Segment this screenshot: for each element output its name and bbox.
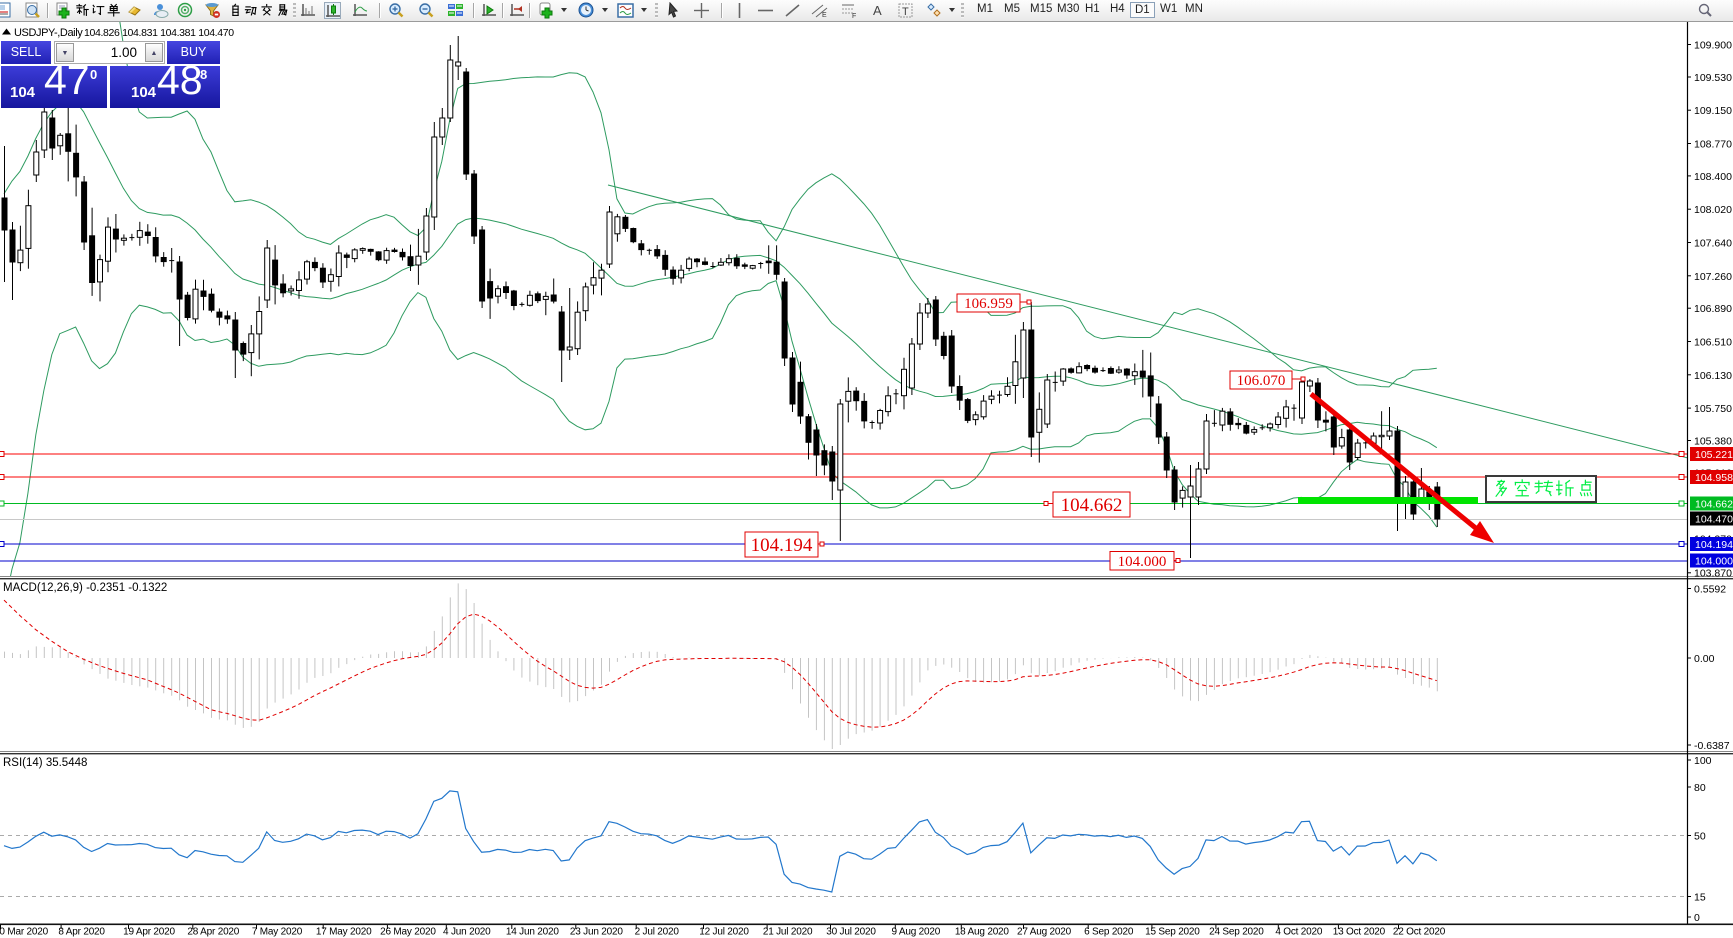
svg-text:106.959: 106.959 xyxy=(964,296,1013,312)
svg-text:4 Jun 2020: 4 Jun 2020 xyxy=(443,927,491,938)
svg-text:14 Jun 2020: 14 Jun 2020 xyxy=(506,927,559,938)
svg-text:15 Sep 2020: 15 Sep 2020 xyxy=(1145,927,1200,938)
svg-text:104.194: 104.194 xyxy=(1695,539,1733,551)
svg-text:9 Aug 2020: 9 Aug 2020 xyxy=(891,927,940,938)
svg-text:8 Apr 2020: 8 Apr 2020 xyxy=(58,927,105,938)
svg-text:30 Jul 2020: 30 Jul 2020 xyxy=(826,927,876,938)
svg-text:105.221: 105.221 xyxy=(1695,449,1733,461)
svg-text:50: 50 xyxy=(1694,831,1706,843)
svg-text:106.070: 106.070 xyxy=(1237,373,1286,389)
svg-text:109.150: 109.150 xyxy=(1694,105,1732,117)
svg-text:108.400: 108.400 xyxy=(1694,171,1732,183)
svg-text:28 Apr 2020: 28 Apr 2020 xyxy=(187,927,239,938)
svg-text:104.826 104.831 104.381 104.47: 104.826 104.831 104.381 104.470 xyxy=(84,27,234,39)
svg-text:0: 0 xyxy=(1694,912,1700,924)
svg-text:E: E xyxy=(822,12,827,19)
svg-text:104.000: 104.000 xyxy=(1695,555,1733,567)
svg-text:17 May 2020: 17 May 2020 xyxy=(316,927,372,938)
svg-text:106.890: 106.890 xyxy=(1694,303,1732,315)
svg-text:A: A xyxy=(873,3,882,18)
svg-text:19 Apr 2020: 19 Apr 2020 xyxy=(123,927,175,938)
svg-text:104.194: 104.194 xyxy=(751,535,813,556)
svg-text:24 Sep 2020: 24 Sep 2020 xyxy=(1209,927,1264,938)
svg-text:-0.6387: -0.6387 xyxy=(1694,740,1730,752)
svg-text:18 Aug 2020: 18 Aug 2020 xyxy=(955,927,1010,938)
svg-text:103.870: 103.870 xyxy=(1694,568,1732,580)
svg-text:104.662: 104.662 xyxy=(1695,498,1733,510)
svg-text:2 Jul 2020: 2 Jul 2020 xyxy=(635,927,680,938)
svg-text:USDJPY-,Daily: USDJPY-,Daily xyxy=(14,27,83,39)
svg-text:80: 80 xyxy=(1694,782,1706,794)
svg-text:106.510: 106.510 xyxy=(1694,337,1732,349)
svg-text:107.640: 107.640 xyxy=(1694,238,1732,250)
svg-text:104.000: 104.000 xyxy=(1118,554,1167,570)
svg-text:RSI(14) 35.5448: RSI(14) 35.5448 xyxy=(3,757,87,769)
svg-text:109.530: 109.530 xyxy=(1694,72,1732,84)
svg-text:108.770: 108.770 xyxy=(1694,139,1732,151)
svg-text:15: 15 xyxy=(1694,892,1706,904)
svg-text:104.958: 104.958 xyxy=(1695,472,1733,484)
svg-text:7 May 2020: 7 May 2020 xyxy=(252,927,303,938)
svg-text:12 Jul 2020: 12 Jul 2020 xyxy=(699,927,749,938)
svg-text:0.5592: 0.5592 xyxy=(1694,584,1726,596)
svg-text:22 Oct 2020: 22 Oct 2020 xyxy=(1393,927,1446,938)
svg-text:MACD(12,26,9) -0.2351 -0.1322: MACD(12,26,9) -0.2351 -0.1322 xyxy=(3,582,167,594)
svg-text:108.020: 108.020 xyxy=(1694,204,1732,216)
svg-text:6 Sep 2020: 6 Sep 2020 xyxy=(1084,927,1134,938)
svg-text:100: 100 xyxy=(1694,755,1712,767)
svg-text:105.380: 105.380 xyxy=(1694,436,1732,448)
svg-text:13 Oct 2020: 13 Oct 2020 xyxy=(1333,927,1386,938)
svg-text:107.260: 107.260 xyxy=(1694,271,1732,283)
svg-text:T: T xyxy=(902,6,909,18)
svg-text:F: F xyxy=(852,13,856,19)
svg-text:30 Mar 2020: 30 Mar 2020 xyxy=(0,927,49,938)
svg-text:109.900: 109.900 xyxy=(1694,40,1732,52)
svg-text:26 May 2020: 26 May 2020 xyxy=(380,927,436,938)
svg-text:104.662: 104.662 xyxy=(1061,495,1123,516)
svg-text:106.130: 106.130 xyxy=(1694,370,1732,382)
svg-text:23 Jun 2020: 23 Jun 2020 xyxy=(570,927,623,938)
svg-text:21 Jul 2020: 21 Jul 2020 xyxy=(763,927,813,938)
svg-text:0.00: 0.00 xyxy=(1694,653,1715,665)
svg-text:105.750: 105.750 xyxy=(1694,403,1732,415)
svg-text:27 Aug 2020: 27 Aug 2020 xyxy=(1017,927,1072,938)
svg-text:104.470: 104.470 xyxy=(1695,513,1733,525)
svg-text:4 Oct 2020: 4 Oct 2020 xyxy=(1275,927,1323,938)
